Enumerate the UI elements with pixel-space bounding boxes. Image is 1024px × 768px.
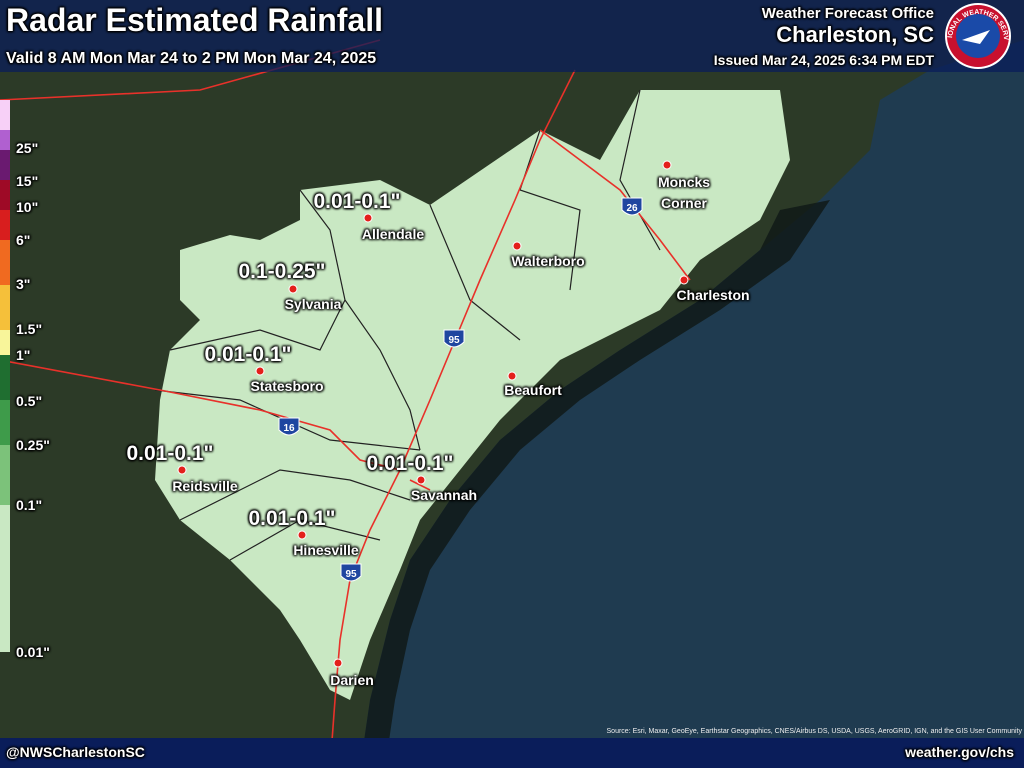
city-label: Moncks Corner — [657, 174, 711, 211]
city-dot — [177, 465, 187, 475]
city-dot — [507, 371, 517, 381]
city-label: Hinesville — [293, 542, 359, 558]
county-line — [519, 129, 581, 291]
city-dot — [679, 275, 689, 285]
shield-number: 95 — [345, 569, 357, 580]
shield-number: 16 — [283, 423, 295, 434]
legend-label: 0.01" — [16, 644, 50, 660]
city-label: Beaufort — [504, 382, 562, 398]
rainfall-area — [155, 90, 790, 700]
shield — [621, 197, 643, 216]
subtitle: Valid 8 AM Mon Mar 24 to 2 PM Mon Mar 24… — [6, 50, 377, 67]
legend-swatch — [0, 180, 10, 210]
rainfall-label: 0.1-0.25" — [238, 260, 326, 283]
footer-band — [0, 738, 1024, 768]
rainfall-label: 0.01-0.1" — [204, 343, 292, 366]
city-dot — [255, 366, 265, 376]
city-dot — [297, 530, 307, 540]
city-label: Statesboro — [250, 378, 324, 394]
city-label: Walterboro — [511, 253, 585, 269]
road — [329, 69, 576, 768]
legend-swatch — [0, 240, 10, 285]
legend-swatch — [0, 445, 10, 505]
legend-label: 15" — [16, 173, 39, 189]
county-line — [299, 189, 421, 451]
rainfall-label: 0.01-0.1" — [366, 452, 454, 475]
city-dots — [177, 160, 689, 668]
county-line — [229, 519, 381, 561]
issued: Issued Mar 24, 2025 6:34 PM EDT — [713, 52, 934, 68]
header-band — [0, 0, 1024, 72]
city-label: Sylvania — [284, 296, 342, 312]
road — [409, 479, 431, 491]
shield — [278, 417, 300, 436]
handle[interactable]: @NWSCharlestonSC — [6, 744, 145, 760]
city-label: Allendale — [361, 226, 425, 242]
website[interactable]: weather.gov/chs — [905, 744, 1014, 760]
road — [539, 129, 691, 281]
county-lines — [154, 89, 661, 561]
county-line — [169, 299, 346, 351]
shield-number: 26 — [626, 203, 638, 214]
shield-number: 95 — [448, 335, 460, 346]
legend-bar — [0, 100, 10, 652]
city-label: Charleston — [676, 287, 750, 303]
legend-label: 6" — [16, 232, 31, 248]
legend-label: 0.1" — [16, 497, 43, 513]
city-dot — [363, 213, 373, 223]
city-label: Savannah — [410, 487, 478, 503]
shield — [443, 329, 465, 348]
city-label: Reidsville — [172, 478, 238, 494]
legend-label: 1" — [16, 347, 31, 363]
source: Source: Esri, Maxar, GeoEye, Earthstar G… — [606, 728, 1022, 735]
county-line — [429, 204, 521, 341]
city-dot — [512, 241, 522, 251]
office: Weather Forecast Office — [761, 5, 934, 22]
city-dot — [662, 160, 672, 170]
legend-swatch — [0, 130, 10, 150]
legend-label: 25" — [16, 140, 39, 156]
legend-swatch — [0, 150, 10, 180]
shield — [340, 563, 362, 582]
legend-swatch — [0, 100, 10, 130]
logo-symbol — [962, 30, 990, 44]
rainfall-label: 0.01-0.1" — [126, 442, 214, 465]
location: Charleston, SC — [776, 22, 934, 47]
coast-shadow — [360, 200, 830, 768]
legend-label: 1.5" — [16, 321, 43, 337]
legend-label: 0.5" — [16, 393, 43, 409]
city-dot — [288, 284, 298, 294]
city-dot — [333, 658, 343, 668]
legend-swatch — [0, 330, 10, 355]
title: Radar Estimated Rainfall — [6, 2, 383, 38]
legend-swatch — [0, 400, 10, 445]
legend-label: 3" — [16, 276, 31, 292]
legend-swatch — [0, 210, 10, 240]
legend-label: 10" — [16, 199, 39, 215]
legend-swatch — [0, 285, 10, 330]
legend-swatch — [0, 505, 10, 652]
county-line — [179, 469, 411, 521]
legend-label: 0.25" — [16, 437, 50, 453]
rainfall-label: 0.01-0.1" — [248, 507, 336, 530]
legend-swatch — [0, 355, 10, 400]
city-label: Darien — [330, 672, 374, 688]
city-dot — [416, 475, 426, 485]
interstate-shields: 26 95 16 95 — [278, 197, 643, 582]
rainfall-label: 0.01-0.1" — [313, 190, 401, 213]
county-line — [619, 89, 661, 251]
